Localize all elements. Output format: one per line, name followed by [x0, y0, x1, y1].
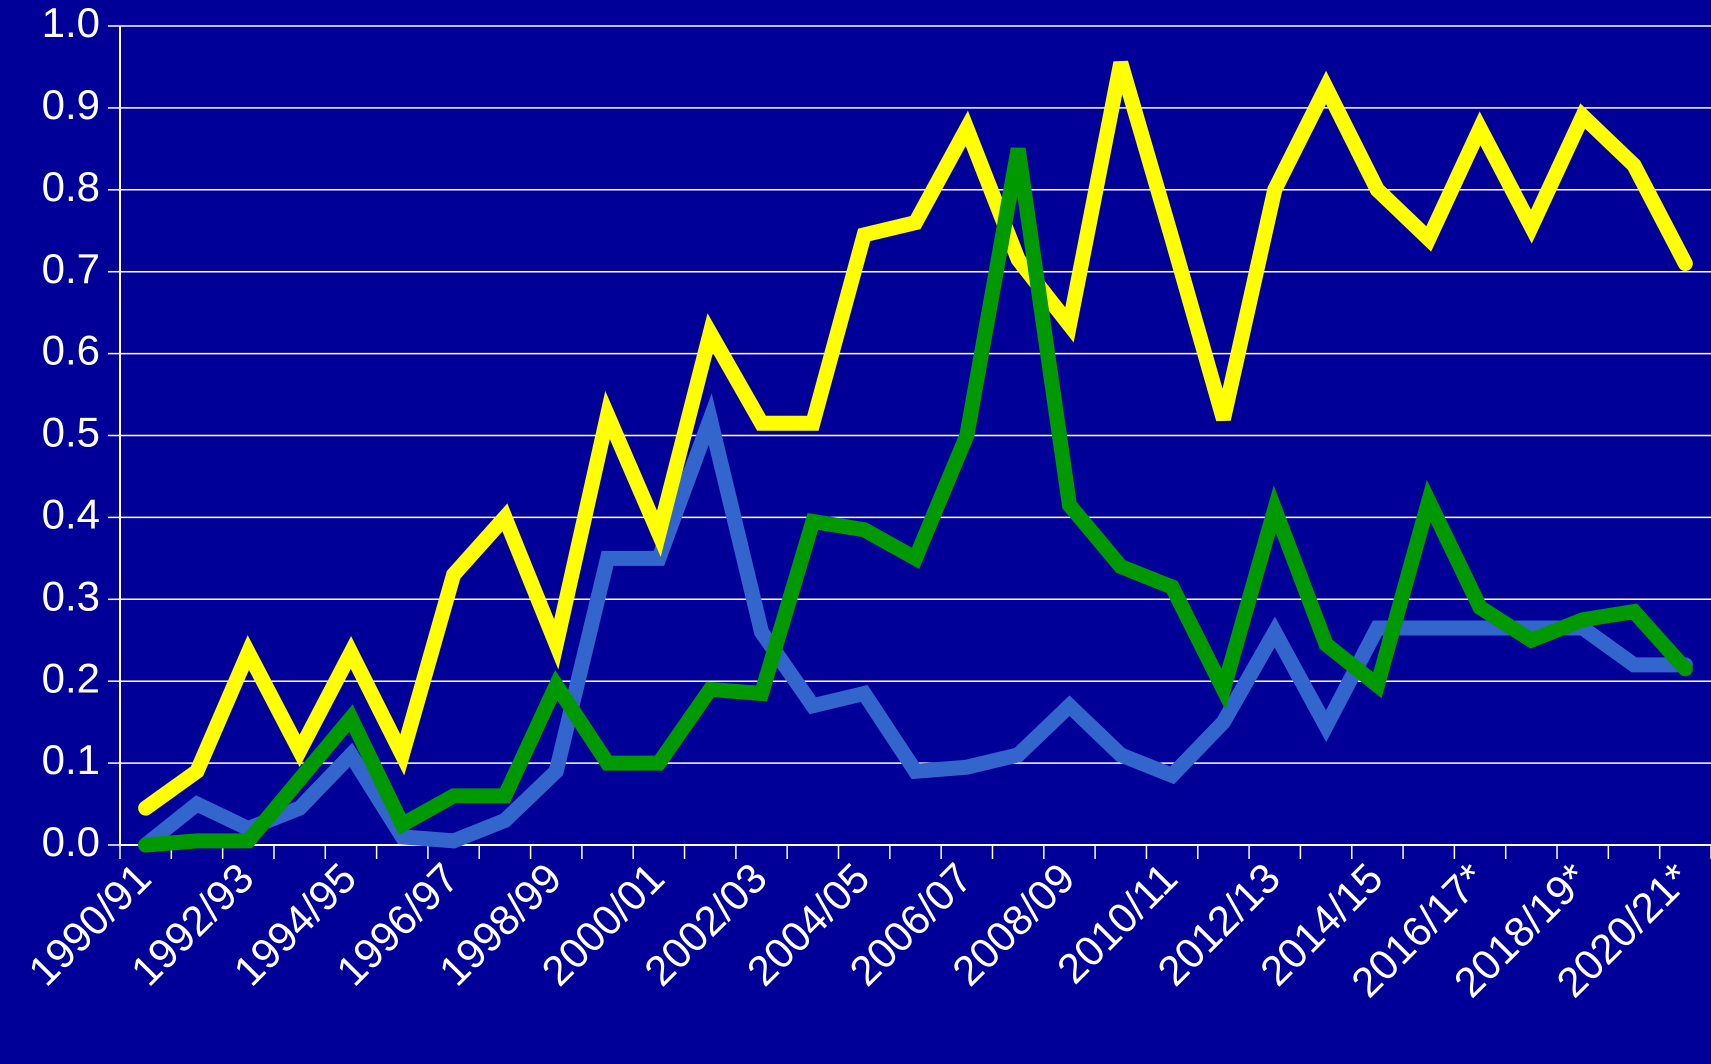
series-line — [138, 393, 1693, 853]
series-line — [138, 147, 1693, 853]
y-tick-label: 0.5 — [42, 409, 100, 456]
y-tick-label: 0.7 — [42, 245, 100, 292]
y-tick-label: 0.9 — [42, 81, 100, 128]
y-tick-label: 1.0 — [42, 0, 100, 46]
series-line — [138, 60, 1693, 816]
y-tick-label: 0.6 — [42, 327, 100, 374]
y-tick-label: 0.1 — [42, 736, 100, 783]
y-tick-label: 0.8 — [42, 163, 100, 210]
y-tick-label: 0.2 — [42, 654, 100, 701]
y-tick-label: 0.4 — [42, 490, 100, 537]
y-tick-label: 0.3 — [42, 572, 100, 619]
y-tick-label: 0.0 — [42, 818, 100, 865]
